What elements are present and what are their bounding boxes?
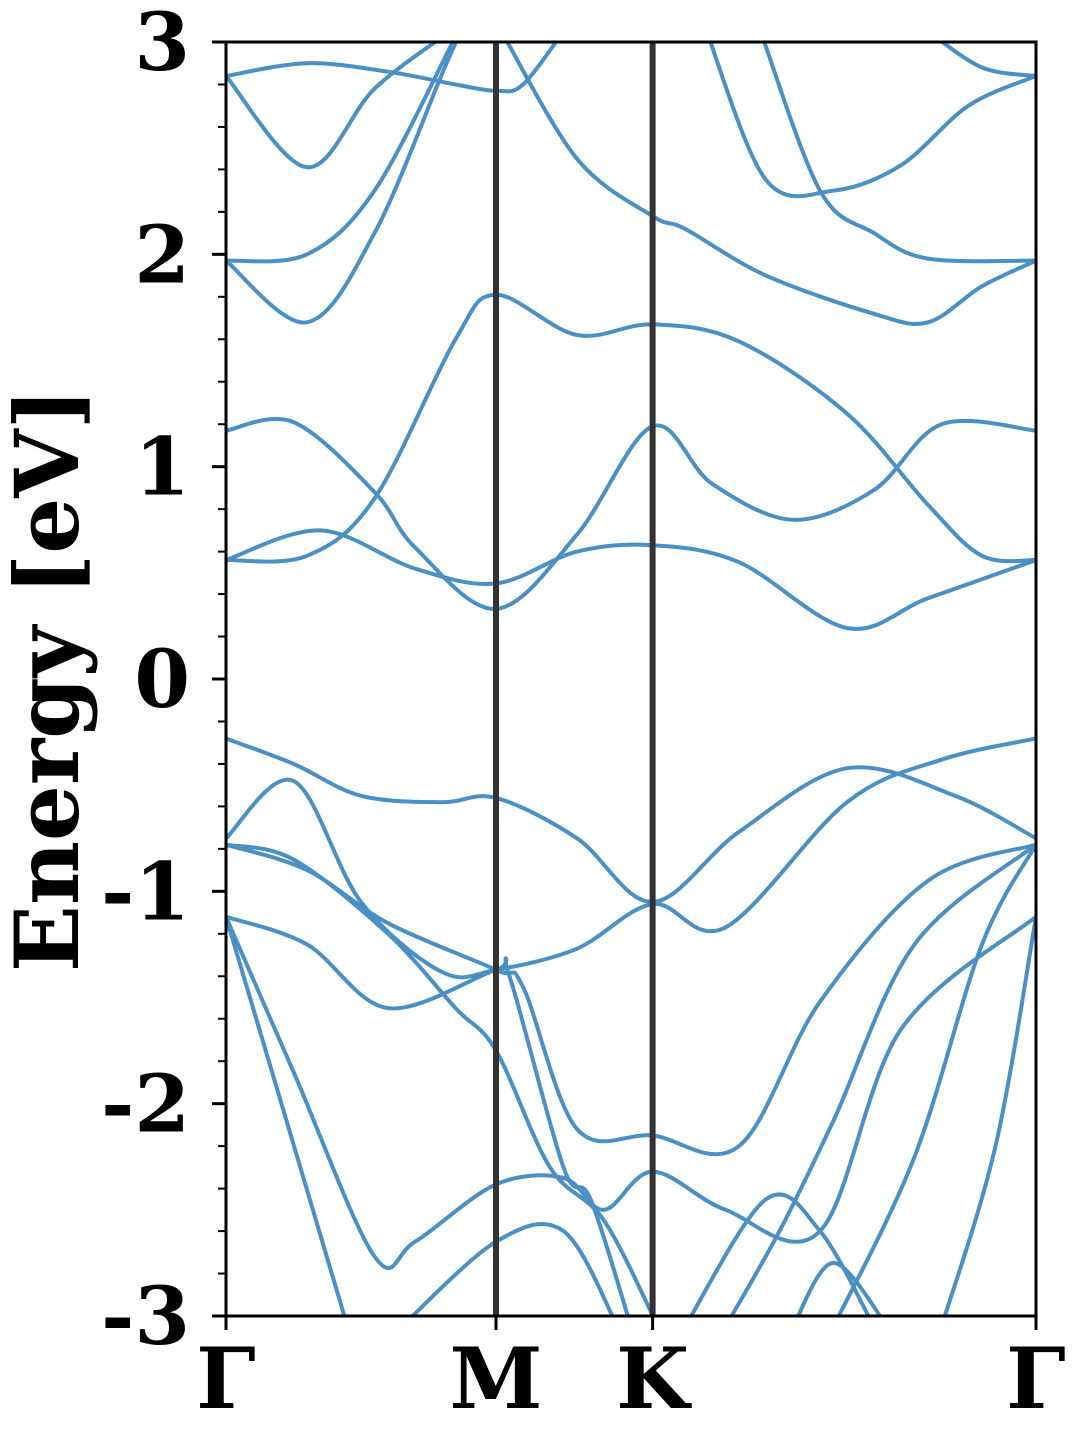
band-line-14 <box>226 842 1036 1157</box>
band-line-9 <box>226 416 1036 611</box>
band-line-24 <box>796 1260 883 1316</box>
band-line-23 <box>688 1192 871 1316</box>
band-line-21 <box>836 842 1036 1316</box>
band-line-20 <box>729 842 1036 1316</box>
band-line-17 <box>226 914 1036 1271</box>
x-tick-label: Γ <box>196 1329 256 1428</box>
y-tick-label: -2 <box>101 1057 190 1151</box>
band-line-4 <box>226 42 459 325</box>
band-line-22 <box>942 914 1036 1316</box>
band-line-18 <box>226 914 347 1316</box>
y-tick-label: 2 <box>134 207 190 301</box>
band-line-5 <box>505 42 1036 327</box>
y-tick-label: -1 <box>101 844 190 938</box>
y-tick-label: -3 <box>101 1269 190 1363</box>
band-line-12 <box>226 736 1036 905</box>
band-line-15 <box>226 842 656 1316</box>
y-axis-label: Energy [eV] <box>0 388 99 972</box>
band-line-19 <box>409 1222 615 1316</box>
y-tick-label: 3 <box>134 0 190 89</box>
x-tick-label: K <box>616 1329 692 1428</box>
band-line-10 <box>226 292 1036 564</box>
band-line-8 <box>938 42 1036 78</box>
y-tick-label: 0 <box>134 632 190 726</box>
band-line-13 <box>226 736 1036 980</box>
y-axis-ticks: -3 -2 -1 0 1 2 3 <box>101 0 226 1363</box>
x-tick-label: Γ <box>1006 1329 1066 1428</box>
band-line-1 <box>226 42 439 170</box>
band-line-3 <box>226 42 455 264</box>
x-tick-label: M <box>450 1329 543 1428</box>
band-line-6 <box>708 42 1036 199</box>
band-line-2 <box>226 42 559 94</box>
band-lines <box>226 42 1036 1316</box>
band-line-16 <box>226 914 630 1316</box>
high-symmetry-lines <box>493 42 656 1316</box>
band-line-11 <box>226 528 1036 631</box>
band-line-7 <box>762 42 1036 264</box>
y-tick-label: 1 <box>134 420 190 514</box>
